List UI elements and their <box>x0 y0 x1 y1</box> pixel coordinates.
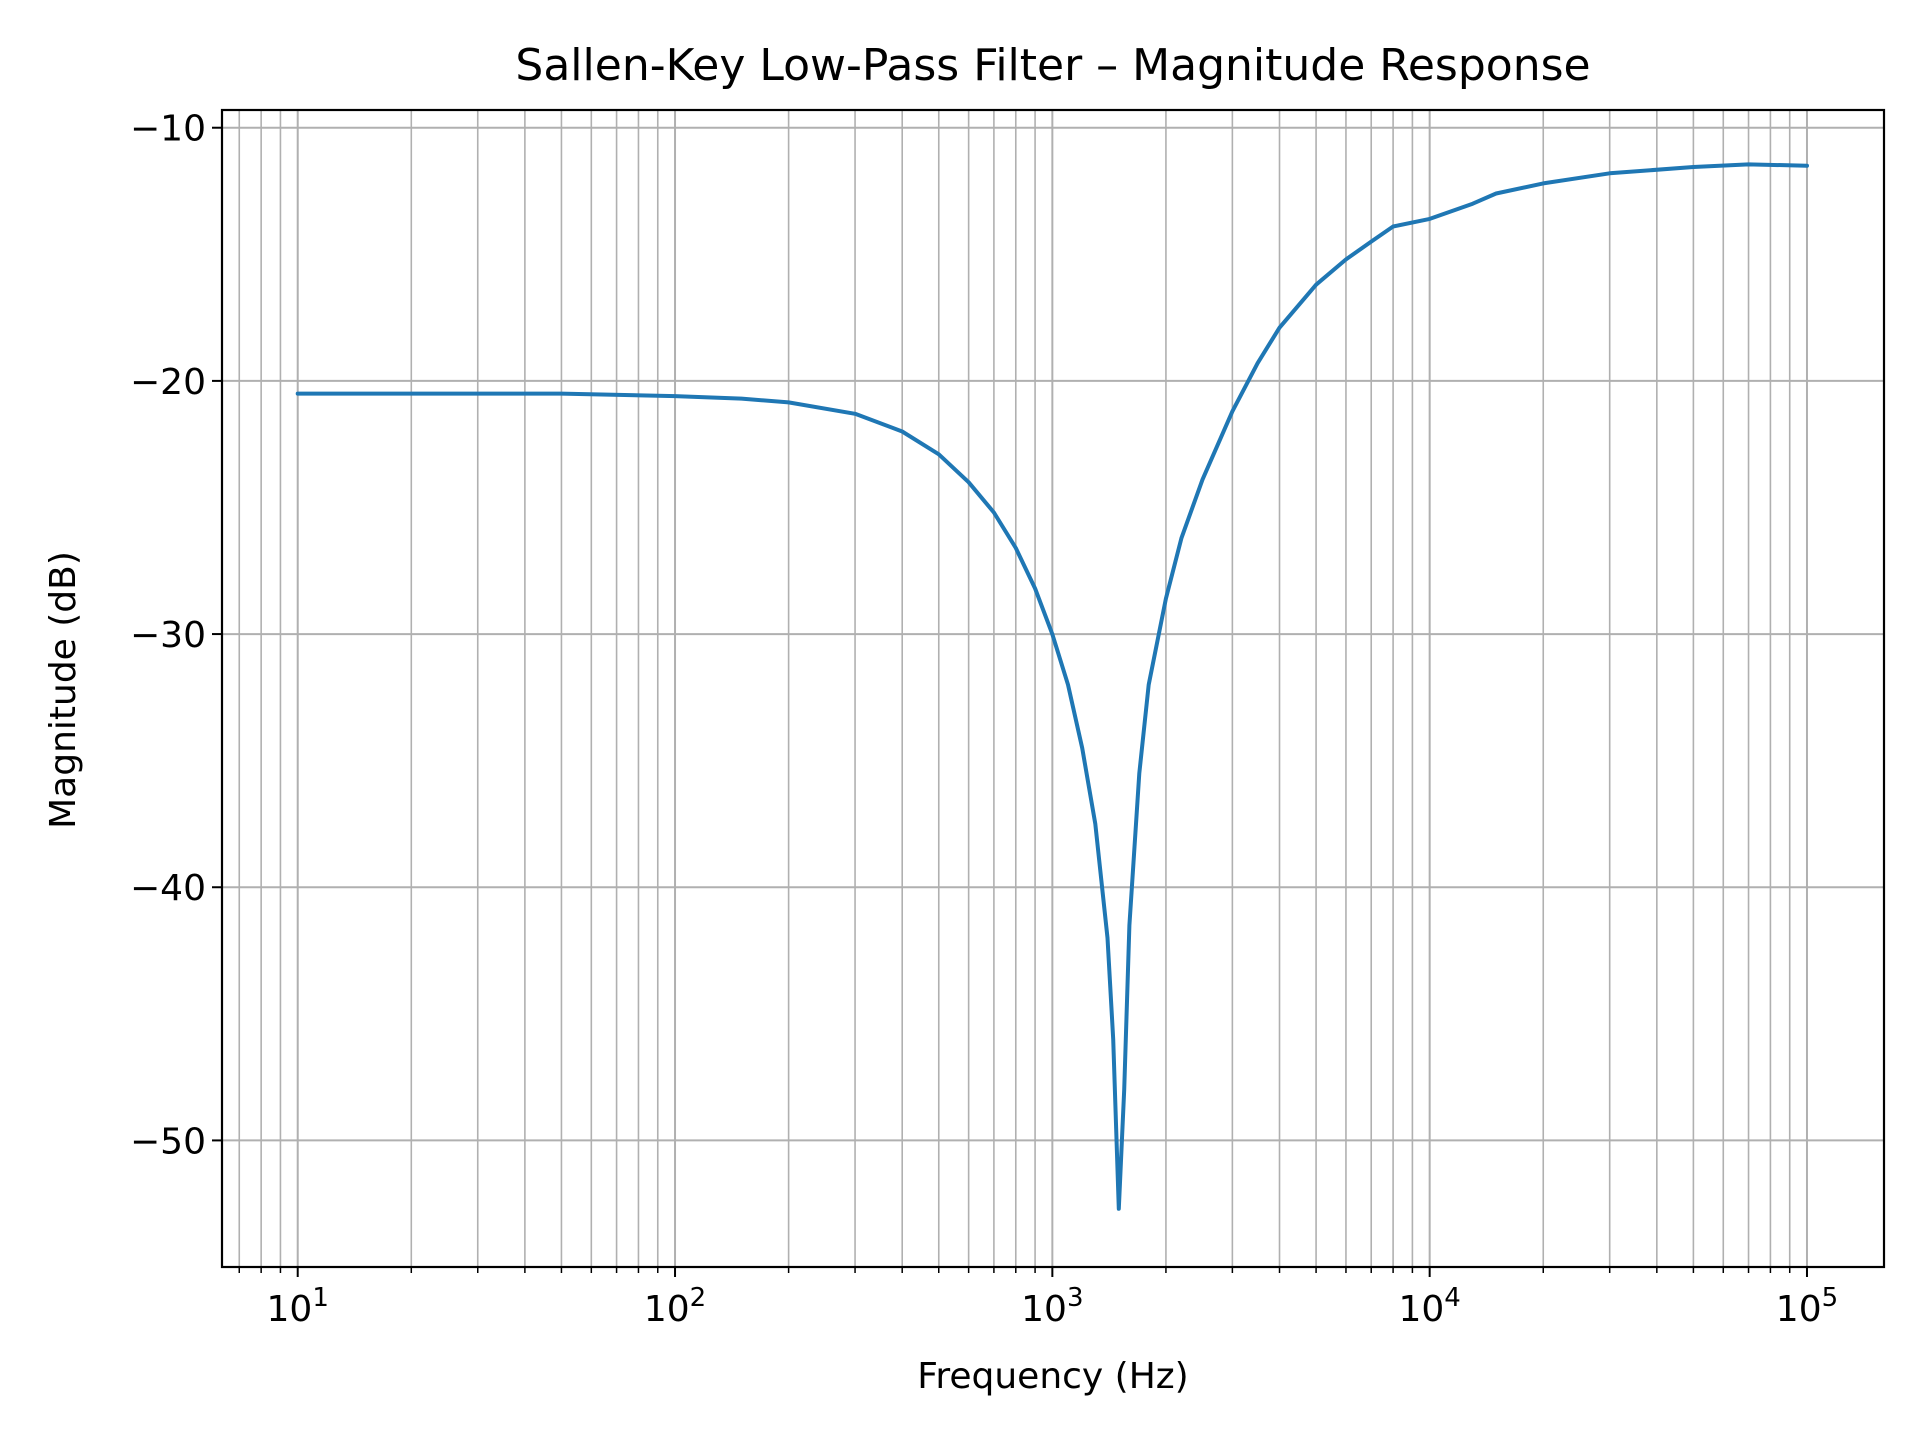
y-tick-label: −40 <box>130 868 206 909</box>
x-tick-label: 105 <box>1776 1283 1838 1330</box>
y-tick-label: −20 <box>130 362 206 403</box>
y-axis-label: Magnitude (dB) <box>43 551 84 829</box>
x-tick-label: 102 <box>644 1283 706 1330</box>
x-tick-label: 101 <box>267 1283 329 1330</box>
grid <box>222 110 1884 1267</box>
y-tick-label: −50 <box>130 1121 206 1162</box>
ticks: −10 −20 −30 −40 −50 101 102 103 104 105 <box>130 109 1838 1330</box>
y-tick-label: −30 <box>130 615 206 656</box>
x-tick-label: 104 <box>1398 1283 1460 1330</box>
series-line <box>295 162 1809 1211</box>
chart-title: Sallen-Key Low-Pass Filter – Magnitude R… <box>515 40 1590 91</box>
series-layer <box>295 162 1809 1211</box>
y-tick-label: −10 <box>130 109 206 150</box>
x-axis-label: Frequency (Hz) <box>917 1356 1188 1397</box>
x-tick-label: 103 <box>1021 1283 1083 1330</box>
